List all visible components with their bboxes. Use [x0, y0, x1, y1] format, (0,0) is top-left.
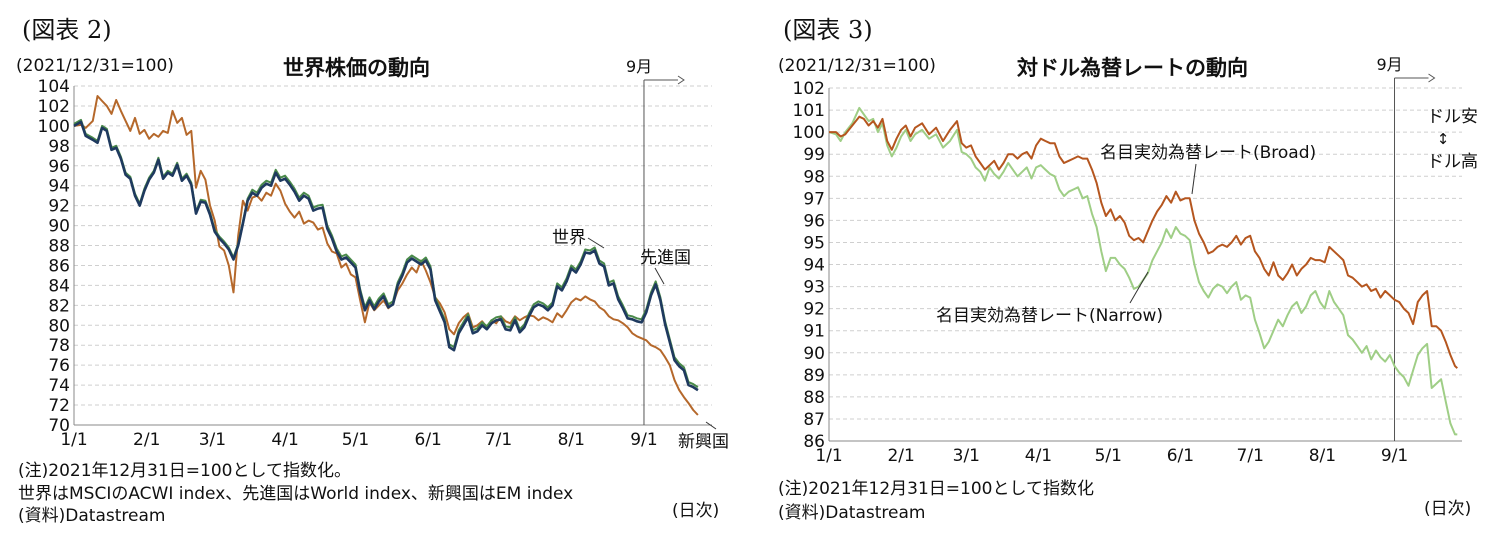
x-tick-label: 8/1	[558, 430, 585, 450]
direction-arrow: ↕	[1437, 130, 1450, 148]
pointer-emerging	[705, 421, 717, 430]
pointer-world	[587, 237, 605, 249]
y-tick-label: 101	[793, 101, 825, 121]
y-tick-label: 72	[48, 396, 70, 416]
y-tick-label: 98	[803, 167, 825, 187]
note-line-1: (注)2021年12月31日=100として指数化。	[18, 461, 351, 481]
x-tick-label: 7/1	[485, 430, 512, 450]
label-developed: 先進国	[640, 248, 691, 268]
y-tick-label: 94	[803, 256, 825, 276]
y-tick-label: 100	[793, 123, 825, 143]
pointer-broad	[1191, 163, 1197, 195]
series-line	[828, 106, 1458, 436]
y-tick-label: 90	[48, 217, 70, 237]
pointer-narrow	[1129, 271, 1149, 304]
x-tick-label: 2/1	[133, 430, 160, 450]
x-tick-label: 5/1	[342, 430, 369, 450]
x-tick-label: 1/1	[815, 446, 842, 466]
y-tick-label: 90	[803, 344, 825, 364]
label-dollar-strong: ドル高	[1427, 152, 1478, 172]
note-line-3: (注)2021年12月31日=100として指数化	[778, 479, 1094, 499]
x-tick-label: 1/1	[60, 430, 87, 450]
y-tick-label: 99	[803, 145, 825, 165]
y-tick-label: 70	[48, 416, 70, 436]
y-tick-label: 95	[803, 233, 825, 253]
y-tick-label: 92	[48, 197, 70, 217]
y-tick-label: 93	[803, 278, 825, 298]
y-tick-label: 96	[48, 157, 70, 177]
y-tick-label: 87	[803, 410, 825, 430]
pointer-developed	[654, 267, 665, 285]
x-unit-2: (日次)	[672, 501, 720, 521]
x-tick-label: 5/1	[1095, 446, 1122, 466]
y-tick-label: 97	[803, 189, 825, 209]
y-tick-label: 102	[793, 79, 825, 99]
y-tick-label: 89	[803, 366, 825, 386]
base-note-2: (2021/12/31=100)	[16, 56, 174, 76]
y-tick-label: 88	[48, 237, 70, 257]
x-tick-label: 9/1	[630, 430, 657, 450]
month-marker-label: 9月	[626, 57, 652, 76]
x-tick-label: 4/1	[271, 430, 298, 450]
figure-label-2: (図表 2)	[22, 16, 112, 44]
chart-title-world-stocks: 世界株価の動向	[283, 56, 430, 80]
y-tick-label: 100	[38, 117, 70, 137]
y-tick-label: 86	[803, 432, 825, 452]
y-tick-label: 91	[803, 322, 825, 342]
y-tick-label: 84	[48, 276, 70, 296]
x-tick-label: 6/1	[415, 430, 442, 450]
note-line-2: 世界はMSCIのACWI index、先進国はWorld index、新興国はE…	[18, 484, 574, 504]
x-tick-label: 3/1	[953, 446, 980, 466]
y-tick-label: 94	[48, 177, 70, 197]
label-emerging: 新興国	[678, 432, 729, 452]
y-tick-label: 76	[48, 356, 70, 376]
y-tick-label: 92	[803, 300, 825, 320]
x-unit-3: (日次)	[1424, 499, 1472, 519]
label-dollar-weak: ドル安	[1427, 107, 1478, 127]
x-tick-label: 9/1	[1381, 446, 1408, 466]
month-marker-arrowhead	[1428, 73, 1436, 83]
note-source-3: (資料)Datastream	[778, 503, 926, 523]
y-tick-label: 74	[48, 376, 70, 396]
label-narrow: 名目実効為替レート(Narrow)	[936, 306, 1163, 326]
month-marker-label: 9月	[1377, 55, 1403, 74]
y-tick-label: 80	[48, 316, 70, 336]
series-line-world	[73, 120, 699, 392]
x-tick-label: 8/1	[1309, 446, 1336, 466]
y-tick-label: 88	[803, 388, 825, 408]
label-broad: 名目実効為替レート(Broad)	[1100, 143, 1316, 163]
series-line	[829, 115, 1458, 369]
y-tick-label: 78	[48, 336, 70, 356]
y-tick-label: 86	[48, 256, 70, 276]
y-tick-label: 96	[803, 211, 825, 231]
y-tick-label: 102	[38, 97, 70, 117]
x-tick-label: 7/1	[1237, 446, 1264, 466]
x-tick-label: 6/1	[1167, 446, 1194, 466]
x-tick-label: 2/1	[887, 446, 914, 466]
base-note-3: (2021/12/31=100)	[778, 56, 936, 76]
x-tick-label: 3/1	[199, 430, 226, 450]
y-tick-label: 82	[48, 296, 70, 316]
y-tick-label: 104	[38, 77, 70, 97]
chart-title-fx-rates: 対ドル為替レートの動向	[1017, 56, 1248, 80]
month-marker-arrowhead	[677, 75, 685, 85]
figure-label-3: (図表 3)	[783, 16, 873, 44]
label-world: 世界	[552, 228, 586, 248]
x-tick-label: 4/1	[1025, 446, 1052, 466]
note-source-2: (資料)Datastream	[18, 506, 166, 526]
y-tick-label: 98	[48, 137, 70, 157]
